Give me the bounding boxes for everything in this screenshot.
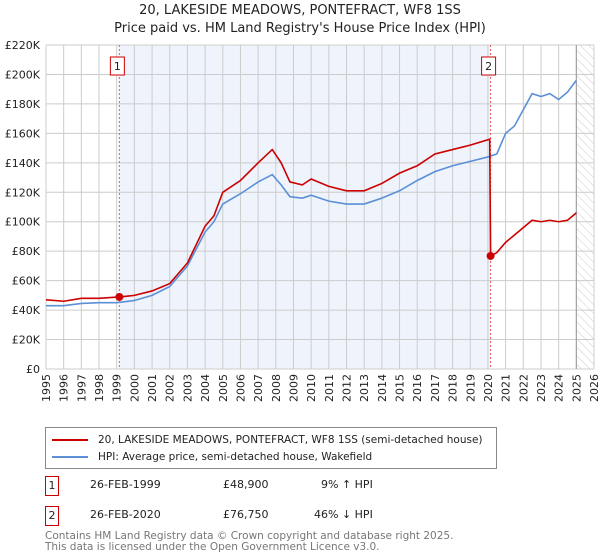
marker-badge-label: 1	[114, 60, 121, 73]
marker-badge: 1	[45, 476, 59, 496]
footer-licence: This data is licensed under the Open Gov…	[45, 541, 380, 553]
transaction-hpi-diff: 46% ↓ HPI	[314, 508, 373, 521]
y-tick-label: £180K	[5, 98, 41, 111]
marker-badge-box	[481, 56, 497, 76]
x-tick-label: 2013	[358, 374, 371, 402]
x-tick-label: 2004	[199, 374, 212, 402]
y-tick-label: £40K	[12, 304, 41, 317]
x-tick-label: 2011	[323, 374, 336, 402]
sale-period-shading	[119, 45, 491, 369]
y-tick-label: £140K	[5, 157, 41, 170]
footer: Contains HM Land Registry data © Crown c…	[45, 531, 453, 553]
y-tick-label: £60K	[12, 275, 41, 288]
forecast-hatch	[576, 45, 594, 369]
marker-badge-box	[109, 56, 125, 76]
property-series-line	[45, 138, 577, 303]
x-tick-label: 2005	[217, 374, 230, 402]
x-tick-label: 1997	[75, 374, 88, 402]
x-tick-label: 2022	[517, 374, 530, 402]
y-tick-label: £200K	[5, 68, 41, 81]
transaction-hpi-diff: 9% ↑ HPI	[321, 478, 373, 491]
transaction-price: £76,750	[223, 508, 269, 521]
legend-label: 20, LAKESIDE MEADOWS, PONTEFRACT, WF8 1S…	[98, 434, 483, 446]
x-tick-label: 2021	[500, 374, 513, 402]
legend-item-hpi: HPI: Average price, semi-detached house,…	[52, 449, 372, 465]
x-tick-label: 2010	[305, 374, 318, 402]
hpi-series-line	[46, 79, 577, 307]
x-tick-label: 2002	[164, 374, 177, 402]
y-tick-label: £120K	[5, 186, 41, 199]
x-tick-label: 2006	[234, 374, 247, 402]
y-tick-label: £220K	[5, 39, 41, 52]
marker-badge: 2	[45, 506, 59, 526]
x-tick-label: 2007	[252, 374, 265, 402]
x-tick-label: 2008	[270, 374, 283, 402]
legend-item-property: 20, LAKESIDE MEADOWS, PONTEFRACT, WF8 1S…	[52, 432, 483, 448]
sale-point	[486, 251, 495, 260]
y-tick-label: £80K	[12, 245, 41, 258]
x-tick-label: 2024	[553, 374, 566, 402]
transaction-date: 26-FEB-1999	[90, 478, 161, 491]
x-tick-label: 2018	[447, 374, 460, 402]
legend-label: HPI: Average price, semi-detached house,…	[98, 451, 373, 463]
y-tick-label: £0	[26, 363, 40, 376]
x-tick-label: 2001	[146, 374, 159, 402]
transaction-date: 26-FEB-2020	[90, 508, 161, 521]
sale-point	[115, 292, 124, 301]
x-tick-label: 2015	[394, 374, 407, 402]
x-tick-label: 1998	[93, 374, 106, 402]
transaction-price: £48,900	[223, 478, 269, 491]
price-chart: 1995 1996 1997 1998 1999 2000 2001 2002 2003 2004…	[5, 39, 600, 402]
y-tick-label: £20K	[12, 334, 41, 347]
x-tick-label: 2026	[588, 374, 600, 402]
y-tick-label: £160K	[5, 127, 41, 140]
x-tick-label: 1996	[58, 374, 71, 402]
chart-title: 20, LAKESIDE MEADOWS, PONTEFRACT, WF8 1S…	[139, 3, 461, 18]
x-tick-label: 2025	[570, 374, 583, 402]
x-tick-label: 2016	[411, 374, 424, 402]
chart-subtitle: Price paid vs. HM Land Registry's House …	[114, 21, 486, 36]
x-tick-label: 2003	[181, 374, 194, 402]
x-tick-label: 1995	[40, 374, 53, 402]
y-tick-label: £100K	[5, 216, 41, 229]
x-tick-label: 2014	[376, 374, 389, 402]
legend-swatch-red	[52, 439, 88, 441]
x-tick-label: 2020	[482, 374, 495, 402]
x-tick-label: 2012	[341, 374, 354, 402]
x-tick-label: 2019	[464, 374, 477, 402]
x-tick-label: 2009	[287, 374, 300, 402]
footer-copyright: Contains HM Land Registry data © Crown c…	[45, 530, 454, 542]
marker-badge-label: 2	[485, 60, 492, 73]
x-tick-label: 2017	[429, 374, 442, 402]
x-tick-label: 2000	[128, 374, 141, 402]
legend: 20, LAKESIDE MEADOWS, PONTEFRACT, WF8 1S…	[45, 427, 497, 469]
x-tick-label: 1999	[111, 374, 124, 402]
x-tick-label: 2023	[535, 374, 548, 402]
legend-swatch-blue	[52, 456, 88, 458]
